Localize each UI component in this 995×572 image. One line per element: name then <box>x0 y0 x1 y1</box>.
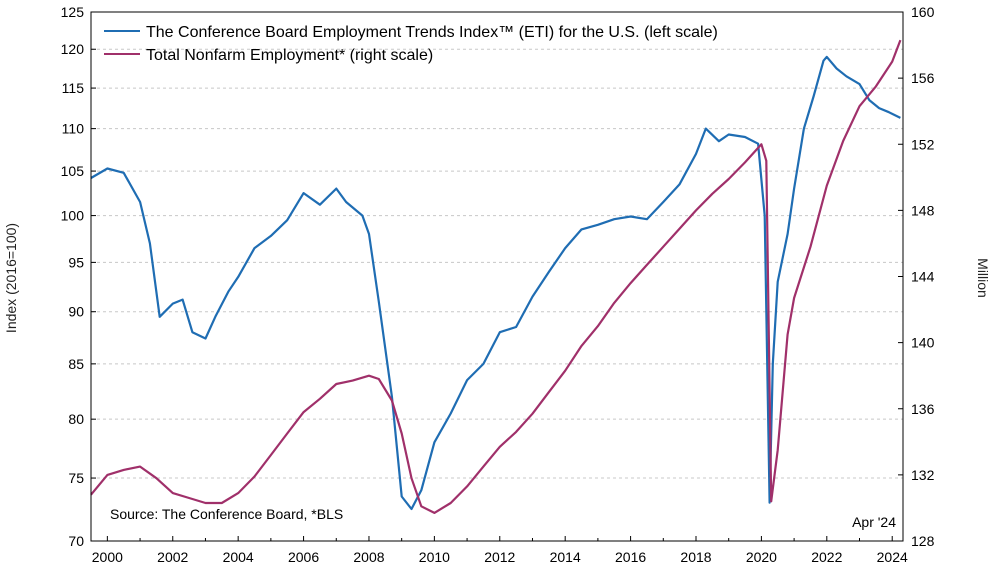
left-tick-label: 75 <box>68 470 84 486</box>
x-tick-label: 2000 <box>92 549 123 565</box>
right-tick-label: 144 <box>911 269 935 285</box>
x-tick-label: 2022 <box>811 549 842 565</box>
series-line-employment <box>90 39 902 515</box>
x-tick-label: 2018 <box>680 549 711 565</box>
left-tick-label: 115 <box>62 80 85 96</box>
x-tick-label: 2010 <box>419 549 450 565</box>
x-tick-label: 2014 <box>550 549 581 565</box>
right-tick-label: 128 <box>911 533 935 549</box>
left-tick-label: 80 <box>68 411 84 427</box>
right-axis-title: Million <box>975 258 991 298</box>
right-tick-label: 136 <box>911 401 935 417</box>
x-tick-label: 2008 <box>353 549 384 565</box>
left-tick-label: 120 <box>61 41 85 57</box>
x-tick-label: 2016 <box>615 549 646 565</box>
left-tick-label: 100 <box>61 208 85 224</box>
x-tick-label: 2024 <box>877 549 908 565</box>
series-line-eti <box>90 55 901 511</box>
x-axis-ticks: 2000 2002 2004 2006 2008 2010 2012 2014 2016 2018… <box>92 536 908 565</box>
x-tick-label: 2004 <box>223 549 254 565</box>
left-axis-ticks: 70 75 80 85 90 95 100 105 110 115 120 125 <box>61 4 96 549</box>
series-lines <box>90 39 902 515</box>
x-tick-label: 2020 <box>746 549 777 565</box>
left-tick-label: 105 <box>61 163 85 179</box>
left-tick-label: 85 <box>68 356 84 372</box>
legend-label-eti: The Conference Board Employment Trends I… <box>146 24 718 41</box>
right-tick-label: 156 <box>911 70 935 86</box>
x-tick-label: 2012 <box>484 549 515 565</box>
right-tick-label: 132 <box>911 467 935 483</box>
source-note: Source: The Conference Board, *BLS <box>110 506 343 522</box>
legend: The Conference Board Employment Trends I… <box>104 24 718 64</box>
x-tick-label: 2002 <box>157 549 188 565</box>
date-note: Apr '24 <box>852 514 896 530</box>
left-axis-title: Index (2016=100) <box>3 223 19 333</box>
right-tick-label: 160 <box>911 4 935 20</box>
legend-label-employment: Total Nonfarm Employment* (right scale) <box>146 47 433 64</box>
left-tick-label: 90 <box>68 304 84 320</box>
right-tick-label: 152 <box>911 136 935 152</box>
left-tick-label: 125 <box>61 4 85 20</box>
right-axis-ticks: 128 132 136 140 144 148 152 156 160 <box>898 4 935 549</box>
left-tick-label: 70 <box>68 533 84 549</box>
left-tick-label: 110 <box>62 121 85 137</box>
right-tick-label: 140 <box>911 335 935 351</box>
x-tick-label: 2006 <box>288 549 319 565</box>
right-tick-label: 148 <box>911 202 935 218</box>
left-tick-label: 95 <box>68 254 84 270</box>
